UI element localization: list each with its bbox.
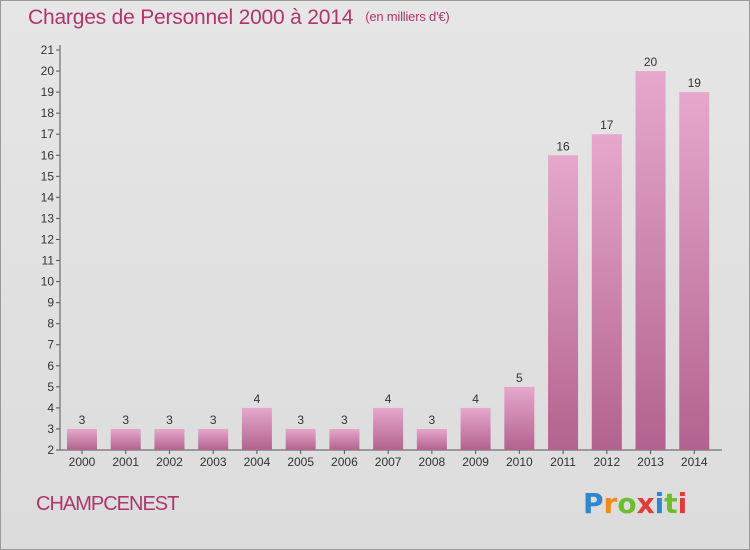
x-tick-label: 2000 <box>69 455 96 469</box>
data-label: 3 <box>122 413 129 427</box>
data-label: 16 <box>556 139 570 153</box>
logo-letter: o <box>617 487 637 520</box>
y-tick-label: 3 <box>47 422 54 436</box>
bar <box>504 386 535 450</box>
bar <box>591 134 622 451</box>
bar <box>67 428 97 450</box>
y-tick-label: 8 <box>47 317 54 331</box>
y-tick-label: 4 <box>47 401 54 415</box>
data-label: 3 <box>166 413 173 427</box>
y-tick-label: 20 <box>41 64 55 78</box>
chart-subtitle: (en milliers d'€) <box>365 9 450 24</box>
data-label: 4 <box>385 392 392 406</box>
proxiti-logo: Proxiti <box>583 487 687 520</box>
chart-bars: 3 3 3 3 4 3 3 4 3 4 5 16 17 20 19 <box>67 55 710 451</box>
x-tick-label: 2009 <box>462 455 489 469</box>
y-tick-label: 7 <box>47 338 54 352</box>
bar <box>241 407 272 450</box>
bar <box>329 428 360 450</box>
y-tick-label: 19 <box>41 85 55 99</box>
y-tick-label: 13 <box>41 211 55 225</box>
bar <box>416 428 447 450</box>
logo-letter: t <box>664 487 678 520</box>
y-tick-label: 18 <box>41 106 55 120</box>
y-tick-label: 10 <box>41 275 55 289</box>
bar <box>635 71 666 450</box>
data-label: 3 <box>79 413 86 427</box>
chart-title-text: Charges de Personnel 2000 à 2014 <box>28 6 354 29</box>
logo-letter: x <box>636 487 655 520</box>
bar <box>285 428 316 450</box>
chart-title: Charges de Personnel 2000 à 2014 (en mill… <box>28 6 450 30</box>
chart-axes: 2 3 4 5 6 7 8 9 10 11 12 13 14 15 16 17 18 19 20 21 2000 2001… <box>41 43 722 469</box>
data-label: 3 <box>297 413 304 427</box>
bar <box>198 428 229 450</box>
y-tick-label: 11 <box>42 254 55 268</box>
data-label: 17 <box>600 118 614 132</box>
data-label: 4 <box>254 392 261 406</box>
y-tick-label: 15 <box>41 169 55 183</box>
bar <box>373 407 404 450</box>
y-tick-label: 17 <box>41 127 55 141</box>
bar <box>548 155 579 450</box>
x-tick-label: 2007 <box>375 455 402 469</box>
x-tick-label: 2010 <box>506 455 533 469</box>
logo-letter: i <box>677 487 688 520</box>
y-tick-label: 14 <box>41 190 55 204</box>
data-label: 3 <box>341 413 348 427</box>
y-tick-label: 6 <box>47 359 54 373</box>
location-name: CHAMPCENEST <box>36 493 179 515</box>
x-tick-label: 2001 <box>112 455 139 469</box>
y-tick-label: 9 <box>47 296 54 310</box>
data-label: 20 <box>644 55 658 69</box>
x-tick-label: 2014 <box>681 455 708 469</box>
data-label: 19 <box>688 76 702 90</box>
data-label: 5 <box>516 371 523 385</box>
bar <box>154 428 185 450</box>
x-tick-label: 2003 <box>200 455 227 469</box>
logo-letter: r <box>603 487 618 520</box>
data-label: 3 <box>429 413 436 427</box>
x-tick-label: 2002 <box>156 455 183 469</box>
x-tick-label: 2006 <box>331 455 358 469</box>
y-tick-label: 12 <box>41 232 55 246</box>
bar <box>110 428 141 450</box>
x-tick-label: 2011 <box>550 455 576 469</box>
y-tick-label: 21 <box>41 43 55 57</box>
logo-letter: i <box>654 487 665 520</box>
bar <box>460 407 491 450</box>
x-tick-label: 2012 <box>593 455 620 469</box>
bar <box>679 92 710 451</box>
data-label: 4 <box>472 392 479 406</box>
x-tick-label: 2008 <box>419 455 446 469</box>
y-tick-label: 16 <box>41 148 55 162</box>
x-tick-label: 2004 <box>244 455 271 469</box>
y-tick-label: 5 <box>47 380 54 394</box>
x-tick-label: 2005 <box>287 455 314 469</box>
y-tick-label: 2 <box>47 443 54 457</box>
x-tick-label: 2013 <box>637 455 664 469</box>
logo-letter: P <box>583 487 604 520</box>
data-label: 3 <box>210 413 217 427</box>
